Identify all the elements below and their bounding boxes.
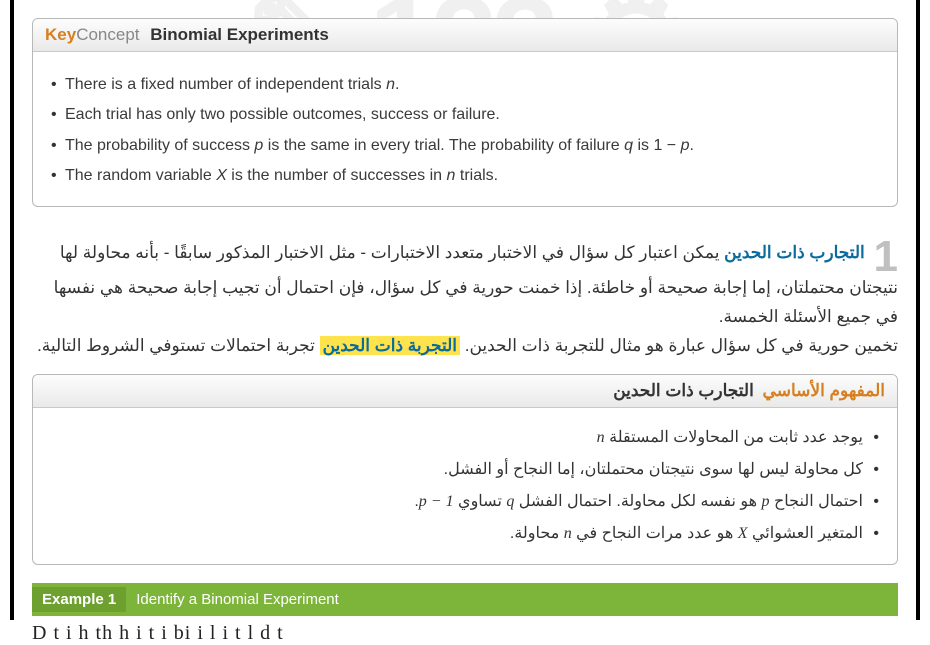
cutoff-text: D t i h th h i t i bi i l i t l d t: [32, 622, 898, 645]
concept-label: Concept: [76, 25, 139, 44]
list-item: There is a fixed number of independent t…: [51, 70, 879, 100]
arabic-highlight: التجربة ذات الحدين: [320, 336, 460, 355]
arabic-para-2: تخمين حورية في كل سؤال عبارة هو مثال للت…: [32, 332, 898, 361]
concept-body-ar: يوجد عدد ثابت من المحاولات المستقلة n كل…: [33, 408, 897, 564]
list-item: The random variable X is the number of s…: [51, 161, 879, 191]
list-item: كل محاولة ليس لها سوى نتيجتان محتملتان، …: [51, 454, 879, 486]
example-title: Identify a Binomial Experiment: [136, 591, 339, 608]
section-number: 1: [874, 239, 898, 274]
key-concept-box-ar: المفهوم الأساسي التجارب ذات الحدين يوجد …: [32, 374, 898, 565]
list-item: احتمال النجاح p هو نفسه لكل محاولة. احتم…: [51, 486, 879, 518]
arabic-text-2a: تخمين حورية في كل سؤال عبارة هو مثال للت…: [460, 336, 898, 355]
key-concept-header-en: KeyConcept Binomial Experiments: [33, 19, 897, 52]
arabic-intro-block: 1 التجارب ذات الحدين يمكن اعتبار كل سؤال…: [32, 239, 898, 361]
arabic-text-2b: تجربة احتمالات تستوفي الشروط التالية.: [37, 336, 315, 355]
concept-pre-ar: المفهوم الأساسي: [763, 381, 885, 400]
list-item: يوجد عدد ثابت من المحاولات المستقلة n: [51, 422, 879, 454]
list-item: The probability of success p is the same…: [51, 131, 879, 161]
concept-body-en: There is a fixed number of independent t…: [33, 52, 897, 206]
key-concept-header-ar: المفهوم الأساسي التجارب ذات الحدين: [33, 375, 897, 408]
example-bar: Example 1 Identify a Binomial Experiment: [32, 583, 898, 616]
concept-list-ar: يوجد عدد ثابت من المحاولات المستقلة n كل…: [51, 422, 879, 550]
list-item: المتغير العشوائي X هو عدد مرات النجاح في…: [51, 518, 879, 550]
example-label: Example 1: [32, 587, 126, 612]
list-item: Each trial has only two possible outcome…: [51, 100, 879, 130]
concept-title-ar: التجارب ذات الحدين: [613, 381, 754, 400]
key-concept-box-en: KeyConcept Binomial Experiments There is…: [32, 18, 898, 207]
arabic-para-1: 1 التجارب ذات الحدين يمكن اعتبار كل سؤال…: [32, 239, 898, 332]
page-frame: ✎ 123 ⚙ KeyConcept Binomial Experiments …: [10, 0, 920, 620]
arabic-heading: التجارب ذات الحدين: [724, 243, 865, 262]
concept-list-en: There is a fixed number of independent t…: [51, 70, 879, 192]
key-label: Key: [45, 25, 76, 44]
page-content: KeyConcept Binomial Experiments There is…: [32, 18, 898, 645]
concept-title-en: Binomial Experiments: [150, 25, 329, 44]
